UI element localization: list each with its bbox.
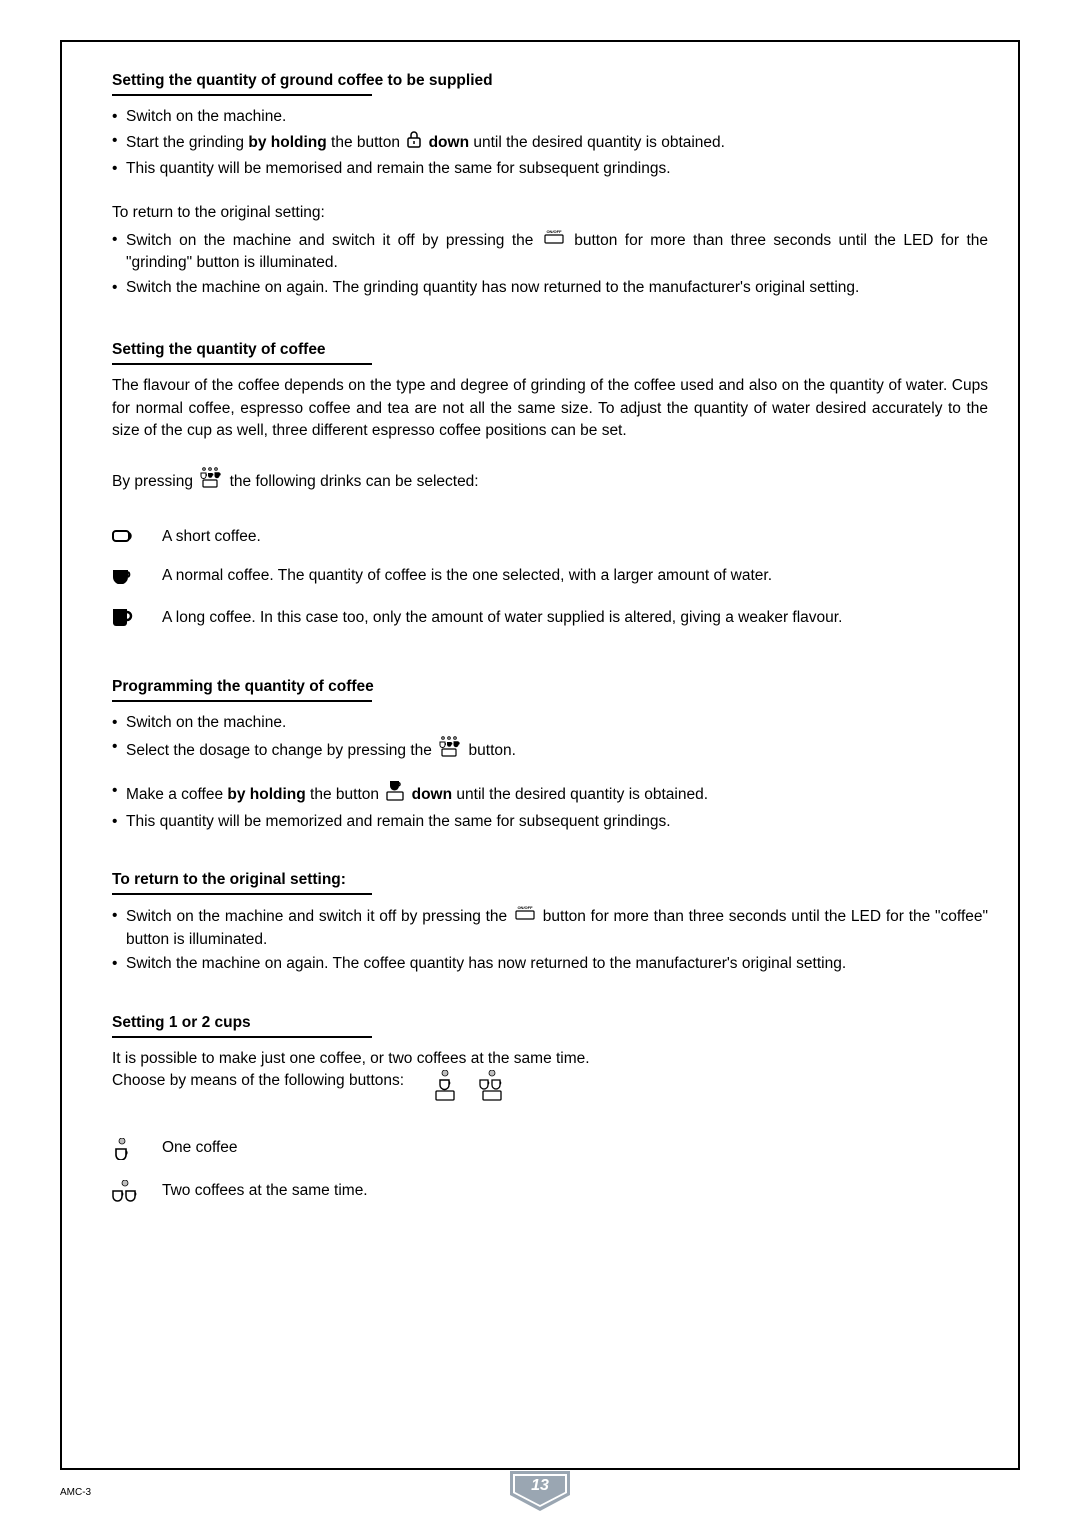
paragraph: It is possible to make just one coffee, … <box>112 1048 988 1070</box>
text-bold: by holding <box>248 134 326 151</box>
section-title-ground-coffee: Setting the quantity of ground coffee to… <box>112 72 988 90</box>
bullet-item: Switch on the machine. <box>112 106 988 128</box>
bullet-list: Switch on the machine. Select the dosage… <box>112 712 988 766</box>
bullet-item: Switch the machine on again. The coffee … <box>112 953 988 975</box>
title-rule <box>112 700 372 702</box>
title-rule <box>112 893 372 895</box>
text: until the desired quantity is obtained. <box>469 134 725 151</box>
text: the button <box>306 785 384 802</box>
bullet-item: Start the grinding by holding the button… <box>112 130 988 155</box>
lock-icon <box>406 130 422 155</box>
paragraph: To return to the original setting: <box>112 202 988 224</box>
text: Switch on the machine and switch it off … <box>126 232 541 249</box>
selector-button-icon <box>438 736 462 765</box>
text: Switch on the machine and switch it off … <box>126 908 512 925</box>
text: until the desired quantity is obtained. <box>452 785 708 802</box>
paragraph: By pressing the following drinks can be … <box>112 467 988 496</box>
normal-coffee-icon <box>112 568 162 584</box>
bullet-list: Switch on the machine. Start the grindin… <box>112 106 988 180</box>
drink-row-short: A short coffee. <box>112 526 988 548</box>
text: the button <box>327 134 405 151</box>
two-coffee-icon <box>112 1180 162 1202</box>
one-cup-button-icon <box>434 1070 458 1107</box>
bullet-item: Make a coffee by holding the button down… <box>112 780 988 809</box>
page-footer: AMC-3 13 <box>0 1476 1080 1516</box>
text-bold: down <box>407 785 452 802</box>
paragraph: The flavour of the coffee depends on the… <box>112 375 988 442</box>
bullet-item: Select the dosage to change by pressing … <box>112 736 988 765</box>
cup-row-two: Two coffees at the same time. <box>112 1180 988 1202</box>
drink-row-normal: A normal coffee. The quantity of coffee … <box>112 565 988 587</box>
content-frame: Setting the quantity of ground coffee to… <box>60 40 1020 1470</box>
bullet-item: Switch on the machine and switch it off … <box>112 229 988 275</box>
drink-label: A short coffee. <box>162 526 261 548</box>
bullet-list: Switch on the machine and switch it off … <box>112 229 988 299</box>
section-title-return-original: To return to the original setting: <box>112 871 988 889</box>
one-coffee-icon <box>112 1138 162 1160</box>
bullet-item: Switch the machine on again. The grindin… <box>112 277 988 299</box>
page-number: 13 <box>510 1477 570 1495</box>
footer-code: AMC-3 <box>60 1487 91 1498</box>
two-cup-button-icon <box>478 1070 508 1107</box>
section-title-cups: Setting 1 or 2 cups <box>112 1014 988 1032</box>
paragraph: Choose by means of the following buttons… <box>112 1070 404 1092</box>
title-rule <box>112 94 372 96</box>
bullet-item: Switch on the machine and switch it off … <box>112 905 988 951</box>
title-rule <box>112 1036 372 1038</box>
cup-row-one: One coffee <box>112 1137 988 1159</box>
short-coffee-icon <box>112 529 162 545</box>
text: the following drinks can be selected: <box>225 473 478 490</box>
page: Setting the quantity of ground coffee to… <box>0 0 1080 1528</box>
bullet-item: This quantity will be memorized and rema… <box>112 811 988 833</box>
text-bold: by holding <box>227 785 305 802</box>
brew-button-icon <box>385 780 405 809</box>
text: Select the dosage to change by pressing … <box>126 742 436 759</box>
page-number-badge: 13 <box>510 1471 570 1516</box>
choose-icons <box>434 1070 508 1107</box>
text: By pressing <box>112 473 197 490</box>
section-title-programming: Programming the quantity of coffee <box>112 678 988 696</box>
onoff-button-icon <box>543 229 565 252</box>
section-title-quantity-coffee: Setting the quantity of coffee <box>112 341 988 359</box>
text: Make a coffee <box>126 785 227 802</box>
drink-row-long: A long coffee. In this case too, only th… <box>112 607 988 629</box>
choose-row: Choose by means of the following buttons… <box>112 1070 988 1107</box>
bullet-list: Switch on the machine and switch it off … <box>112 905 988 975</box>
text-bold: down <box>424 134 469 151</box>
bullet-item: This quantity will be memorised and rema… <box>112 158 988 180</box>
drink-label: A normal coffee. The quantity of coffee … <box>162 565 772 587</box>
text: Start the grinding <box>126 134 248 151</box>
bullet-list: Make a coffee by holding the button down… <box>112 780 988 834</box>
long-coffee-icon <box>112 608 162 628</box>
cup-label: Two coffees at the same time. <box>162 1180 368 1202</box>
cup-label: One coffee <box>162 1137 238 1159</box>
onoff-button-icon <box>514 905 536 928</box>
selector-button-icon <box>199 467 223 496</box>
title-rule <box>112 363 372 365</box>
bullet-item: Switch on the machine. <box>112 712 988 734</box>
drink-label: A long coffee. In this case too, only th… <box>162 607 842 629</box>
text: button. <box>464 742 516 759</box>
